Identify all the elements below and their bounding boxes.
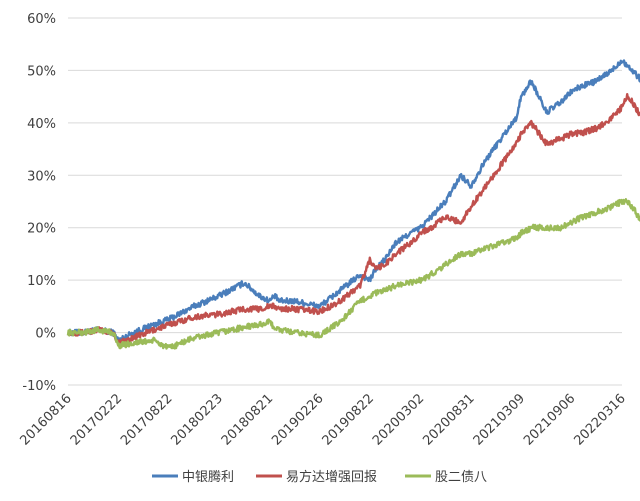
x-tick-label: 20170822 xyxy=(118,391,175,448)
grid-layer xyxy=(68,17,622,386)
y-tick-label: 20% xyxy=(27,222,56,237)
x-tick-label: 20210906 xyxy=(521,391,578,448)
y-tick-label: 10% xyxy=(27,274,56,289)
legend-label: 易方达增强回报 xyxy=(286,469,377,485)
x-axis-tick-labels: 2016081620170222201708222018022320180821… xyxy=(17,391,628,448)
x-tick-label: 20170222 xyxy=(68,391,125,448)
y-tick-label: 0% xyxy=(35,327,56,342)
x-tick-label: 20220316 xyxy=(571,391,628,448)
y-tick-label: 30% xyxy=(27,169,56,184)
y-tick-label: -10% xyxy=(22,379,56,394)
y-axis-tick-labels: -10% 0% 10% 20% 30% 40% 50% 60% xyxy=(22,12,56,394)
series-line-2 xyxy=(67,92,640,347)
x-tick-label: 20190822 xyxy=(320,391,377,448)
y-tick-label: 60% xyxy=(27,12,56,27)
legend: 中银腾利 易方达增强回报 股二债八 xyxy=(152,469,487,485)
y-tick-label: 50% xyxy=(27,64,56,79)
x-tick-label: 20180223 xyxy=(169,391,226,448)
series-line-3 xyxy=(66,198,640,350)
y-tick-label: 40% xyxy=(27,117,56,132)
x-tick-label: 20200302 xyxy=(370,391,427,448)
x-tick-label: 20190226 xyxy=(269,391,326,448)
x-tick-label: 20200831 xyxy=(420,391,477,448)
x-tick-label: 20160816 xyxy=(17,391,74,448)
series-layer xyxy=(66,59,640,350)
series-line-1 xyxy=(66,59,640,342)
x-tick-label: 20180821 xyxy=(219,391,276,448)
legend-label: 股二债八 xyxy=(435,470,487,485)
x-tick-label: 20210309 xyxy=(471,391,528,448)
legend-label: 中银腾利 xyxy=(182,469,234,485)
